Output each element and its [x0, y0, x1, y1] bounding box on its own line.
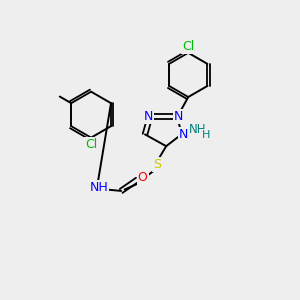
Text: O: O	[138, 171, 148, 184]
Text: N: N	[144, 110, 153, 123]
Text: NH: NH	[189, 123, 206, 136]
Text: Cl: Cl	[85, 139, 97, 152]
Text: Cl: Cl	[182, 40, 194, 53]
Text: N: N	[179, 128, 188, 141]
Text: S: S	[153, 158, 161, 171]
Text: NH: NH	[90, 182, 108, 194]
Text: H: H	[202, 130, 211, 140]
Text: N: N	[174, 110, 184, 123]
